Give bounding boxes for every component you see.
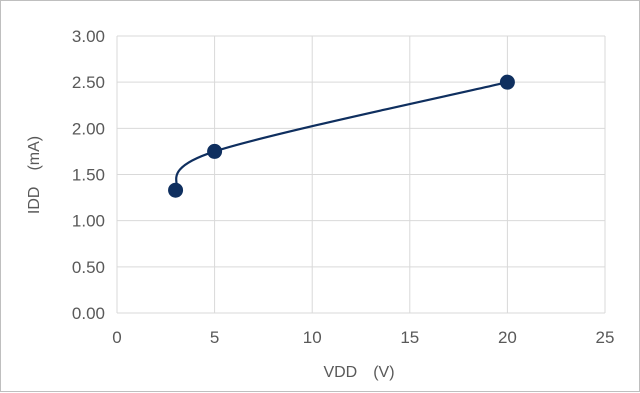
x-tick-label: 15 <box>400 328 419 347</box>
x-tick-label: 5 <box>210 328 219 347</box>
y-axis-title: IDD (mA) <box>26 136 43 214</box>
y-tick-label: 2.00 <box>72 119 105 138</box>
grid-layer <box>116 35 606 314</box>
line-layer <box>174 81 508 191</box>
x-axis-title: VDD (V) <box>323 364 394 381</box>
y-tick-label: 2.50 <box>72 73 105 92</box>
y-tick-label: 0.50 <box>72 258 105 277</box>
y-tick-label: 1.00 <box>72 212 105 231</box>
y-tick-label: 1.50 <box>72 166 105 185</box>
x-tick-label: 20 <box>498 328 517 347</box>
x-tick-label: 25 <box>596 328 615 347</box>
y-tick-label: 0.00 <box>72 304 105 323</box>
data-point <box>168 182 184 198</box>
y-tick-label: 3.00 <box>72 27 105 46</box>
data-point <box>207 143 223 159</box>
tick-layer: 0.00 0.50 1.00 1.50 2.00 2.50 3.00 0 5 10 15 20 25 <box>72 27 615 347</box>
x-tick-label: 0 <box>112 328 121 347</box>
x-tick-label: 10 <box>303 328 322 347</box>
series-line <box>174 81 508 191</box>
point-layer <box>168 74 515 198</box>
data-point <box>499 74 515 90</box>
